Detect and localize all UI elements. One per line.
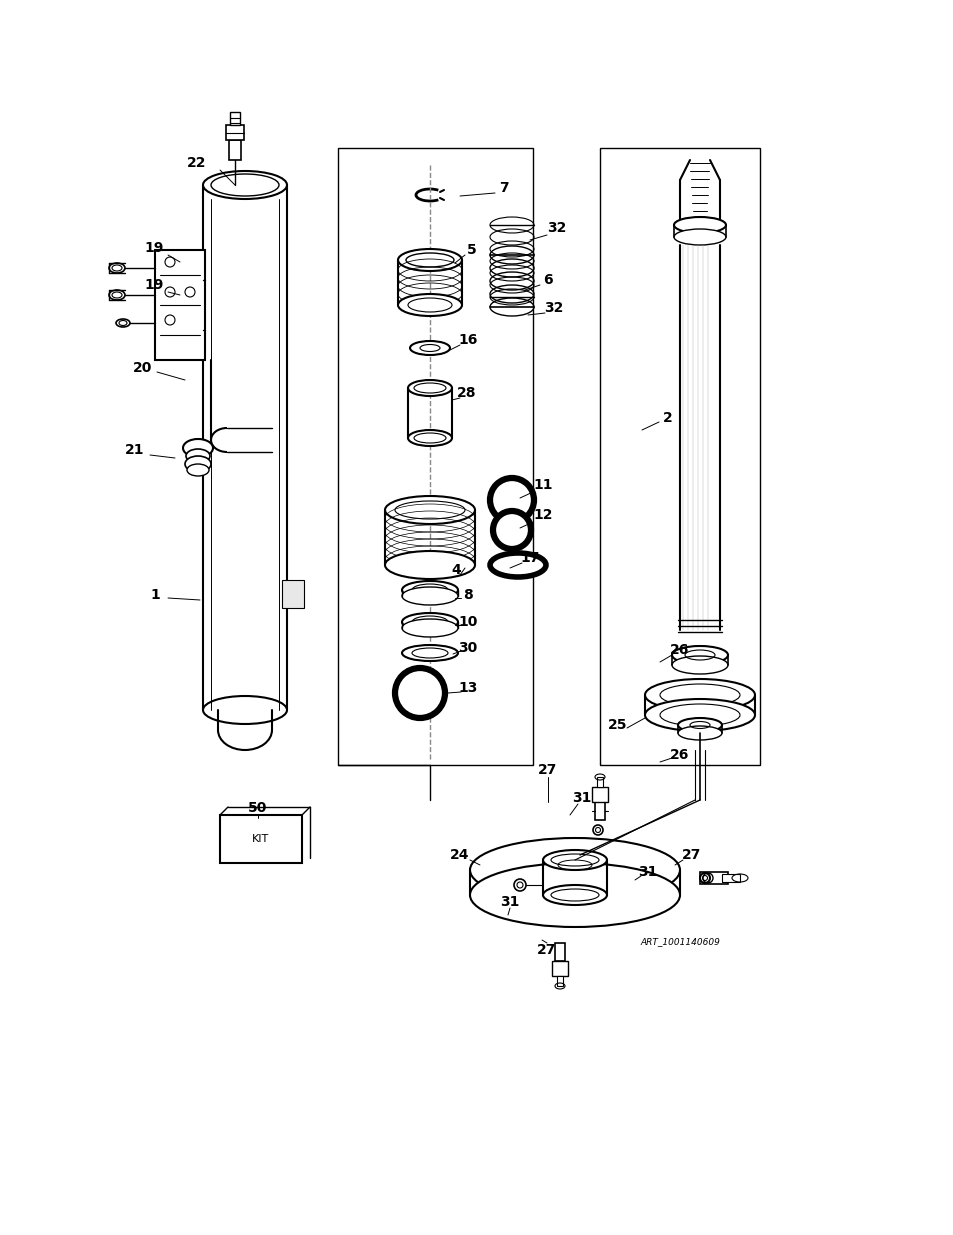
Ellipse shape — [644, 679, 754, 711]
Bar — [154, 249, 205, 359]
Text: 2: 2 — [662, 411, 672, 425]
Circle shape — [490, 478, 534, 522]
Bar — [597, 777, 602, 787]
Text: 8: 8 — [462, 588, 473, 601]
Text: KIT: KIT — [253, 834, 270, 844]
Text: ART_1001140609: ART_1001140609 — [639, 937, 720, 946]
Ellipse shape — [203, 697, 287, 724]
Bar — [230, 112, 240, 125]
Bar — [220, 815, 302, 863]
Text: 27: 27 — [681, 848, 701, 862]
Text: 22: 22 — [187, 156, 207, 170]
Ellipse shape — [385, 496, 475, 524]
Text: 26: 26 — [670, 748, 689, 762]
Text: 12: 12 — [533, 508, 552, 522]
Text: 16: 16 — [457, 333, 477, 347]
Text: 26: 26 — [670, 643, 689, 657]
Ellipse shape — [187, 464, 209, 475]
Text: 30: 30 — [457, 641, 477, 655]
Ellipse shape — [678, 718, 721, 732]
Text: 4: 4 — [451, 563, 460, 577]
Ellipse shape — [401, 645, 457, 661]
Text: 13: 13 — [457, 680, 477, 695]
Bar — [592, 787, 607, 802]
Ellipse shape — [671, 656, 727, 674]
Text: 27: 27 — [537, 944, 557, 957]
Text: 17: 17 — [519, 551, 539, 564]
Bar — [700, 872, 727, 884]
Ellipse shape — [401, 580, 457, 599]
Ellipse shape — [397, 294, 461, 316]
Ellipse shape — [183, 438, 213, 457]
Text: 31: 31 — [499, 895, 519, 909]
Bar — [599, 148, 760, 764]
Bar — [555, 944, 564, 961]
Text: 21: 21 — [125, 443, 145, 457]
Ellipse shape — [671, 646, 727, 664]
Ellipse shape — [678, 726, 721, 740]
Ellipse shape — [542, 850, 606, 869]
Text: 1: 1 — [150, 588, 160, 601]
Ellipse shape — [542, 885, 606, 905]
Text: 10: 10 — [457, 615, 477, 629]
Text: 31: 31 — [572, 790, 591, 805]
Ellipse shape — [401, 613, 457, 631]
Text: 24: 24 — [450, 848, 469, 862]
Text: 6: 6 — [542, 273, 552, 287]
Text: 25: 25 — [608, 718, 627, 732]
Circle shape — [395, 668, 444, 718]
Ellipse shape — [470, 863, 679, 927]
Ellipse shape — [109, 263, 125, 273]
Bar — [595, 802, 604, 820]
Text: 11: 11 — [533, 478, 552, 492]
Ellipse shape — [490, 553, 545, 577]
Circle shape — [493, 511, 531, 550]
Text: 32: 32 — [544, 301, 563, 315]
Bar — [226, 125, 244, 140]
Ellipse shape — [116, 319, 130, 327]
Ellipse shape — [186, 450, 210, 463]
Text: 50: 50 — [248, 802, 268, 815]
Text: 28: 28 — [456, 387, 476, 400]
Ellipse shape — [185, 456, 211, 472]
Ellipse shape — [203, 170, 287, 199]
Ellipse shape — [408, 430, 452, 446]
Bar — [282, 580, 304, 608]
Ellipse shape — [673, 217, 725, 233]
Bar — [337, 148, 533, 764]
Ellipse shape — [673, 228, 725, 245]
Bar — [557, 976, 562, 986]
Text: 19: 19 — [144, 278, 164, 291]
Text: 31: 31 — [638, 864, 657, 879]
Text: 5: 5 — [467, 243, 476, 257]
Bar — [552, 961, 567, 976]
Ellipse shape — [644, 699, 754, 731]
Ellipse shape — [401, 587, 457, 605]
Text: 20: 20 — [133, 361, 152, 375]
Bar — [721, 874, 740, 882]
Text: 7: 7 — [498, 182, 508, 195]
Ellipse shape — [470, 839, 679, 902]
Ellipse shape — [385, 551, 475, 579]
Text: 32: 32 — [547, 221, 566, 235]
Ellipse shape — [397, 249, 461, 270]
Text: 19: 19 — [144, 241, 164, 254]
Ellipse shape — [408, 380, 452, 396]
Ellipse shape — [401, 619, 457, 637]
Bar — [229, 140, 241, 161]
Ellipse shape — [410, 341, 450, 354]
Text: 27: 27 — [537, 763, 558, 777]
Ellipse shape — [109, 290, 125, 300]
